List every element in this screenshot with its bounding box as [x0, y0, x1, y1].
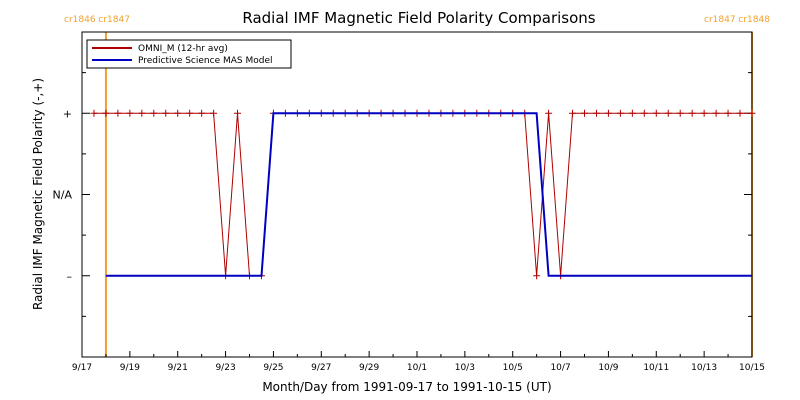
y-tick-label: –: [67, 270, 73, 283]
series-point: [186, 109, 194, 117]
legend-label-mas: Predictive Science MAS Model: [138, 56, 273, 66]
x-tick-label: 9/21: [168, 363, 188, 373]
x-tick-label: 9/17: [72, 363, 92, 373]
x-axis-ticks: 9/17 9/19 9/21 9/23 9/25 9/27 9/29 10/1 10/3 10/5…: [72, 351, 765, 373]
x-tick-label: 10/11: [643, 363, 669, 373]
series-point: [102, 109, 110, 117]
series-point: [676, 109, 684, 117]
x-tick-label: 10/7: [550, 363, 570, 373]
series-point: [581, 109, 588, 117]
y-tick-label: +: [63, 107, 72, 120]
x-tick-label: 10/5: [503, 363, 523, 373]
series-point: [628, 109, 636, 117]
x-tick-label: 10/15: [739, 363, 765, 373]
plot-frame: [81, 31, 753, 358]
y-tick-label: N/A: [53, 189, 73, 202]
x-tick-label: 9/19: [120, 363, 140, 373]
series-point: [138, 109, 146, 117]
x-axis-label: Month/Day from 1991-09-17 to 1991-10-15 …: [262, 380, 551, 394]
x-tick-label: 10/13: [691, 363, 717, 373]
series-point: [198, 109, 206, 117]
x-tick-label: 10/9: [598, 363, 618, 373]
series-line-1: [105, 112, 752, 277]
series-point: [604, 109, 612, 117]
legend: OMNI_M (12-hr avg) Predictive Science MA…: [86, 39, 292, 69]
series-point: [533, 272, 541, 280]
carrington-label: cr1847 cr1848: [704, 15, 770, 25]
chart-title: Radial IMF Magnetic Field Polarity Compa…: [242, 9, 595, 27]
series-point: [688, 109, 696, 117]
series-point: [616, 109, 624, 117]
carrington-label: cr1846 cr1847: [64, 15, 130, 25]
x-tick-label: 9/27: [311, 363, 331, 373]
series-point: [736, 109, 744, 117]
series-point: [640, 109, 648, 117]
series-point: [664, 109, 672, 117]
x-tick-label: 9/23: [215, 363, 235, 373]
x-tick-label: 9/29: [359, 363, 379, 373]
series-point: [569, 109, 577, 117]
series-point: [652, 109, 660, 117]
legend-box: [86, 39, 292, 69]
series-point: [174, 109, 182, 117]
series-point: [162, 109, 170, 117]
legend-label-omni: OMNI_M (12-hr avg): [138, 44, 228, 54]
series-point: [150, 109, 158, 117]
series-point: [114, 109, 122, 117]
series-layer: [90, 109, 756, 280]
series-point: [90, 109, 98, 117]
y-axis-ticks: + N/A –: [53, 72, 752, 317]
series-point: [545, 109, 553, 117]
series-point: [592, 109, 600, 117]
series-point: [234, 109, 242, 117]
x-tick-label: 9/25: [263, 363, 283, 373]
series-point: [712, 109, 720, 117]
y-axis-label: Radial IMF Magnetic Field Polarity (-,+): [31, 78, 45, 310]
x-tick-label: 10/1: [407, 363, 427, 373]
series-point: [748, 109, 756, 117]
series-point: [126, 109, 134, 117]
series-line-0: [94, 112, 752, 277]
x-tick-label: 10/3: [455, 363, 475, 373]
series-point: [700, 109, 708, 117]
series-point: [724, 109, 732, 117]
series-point: [210, 109, 218, 117]
